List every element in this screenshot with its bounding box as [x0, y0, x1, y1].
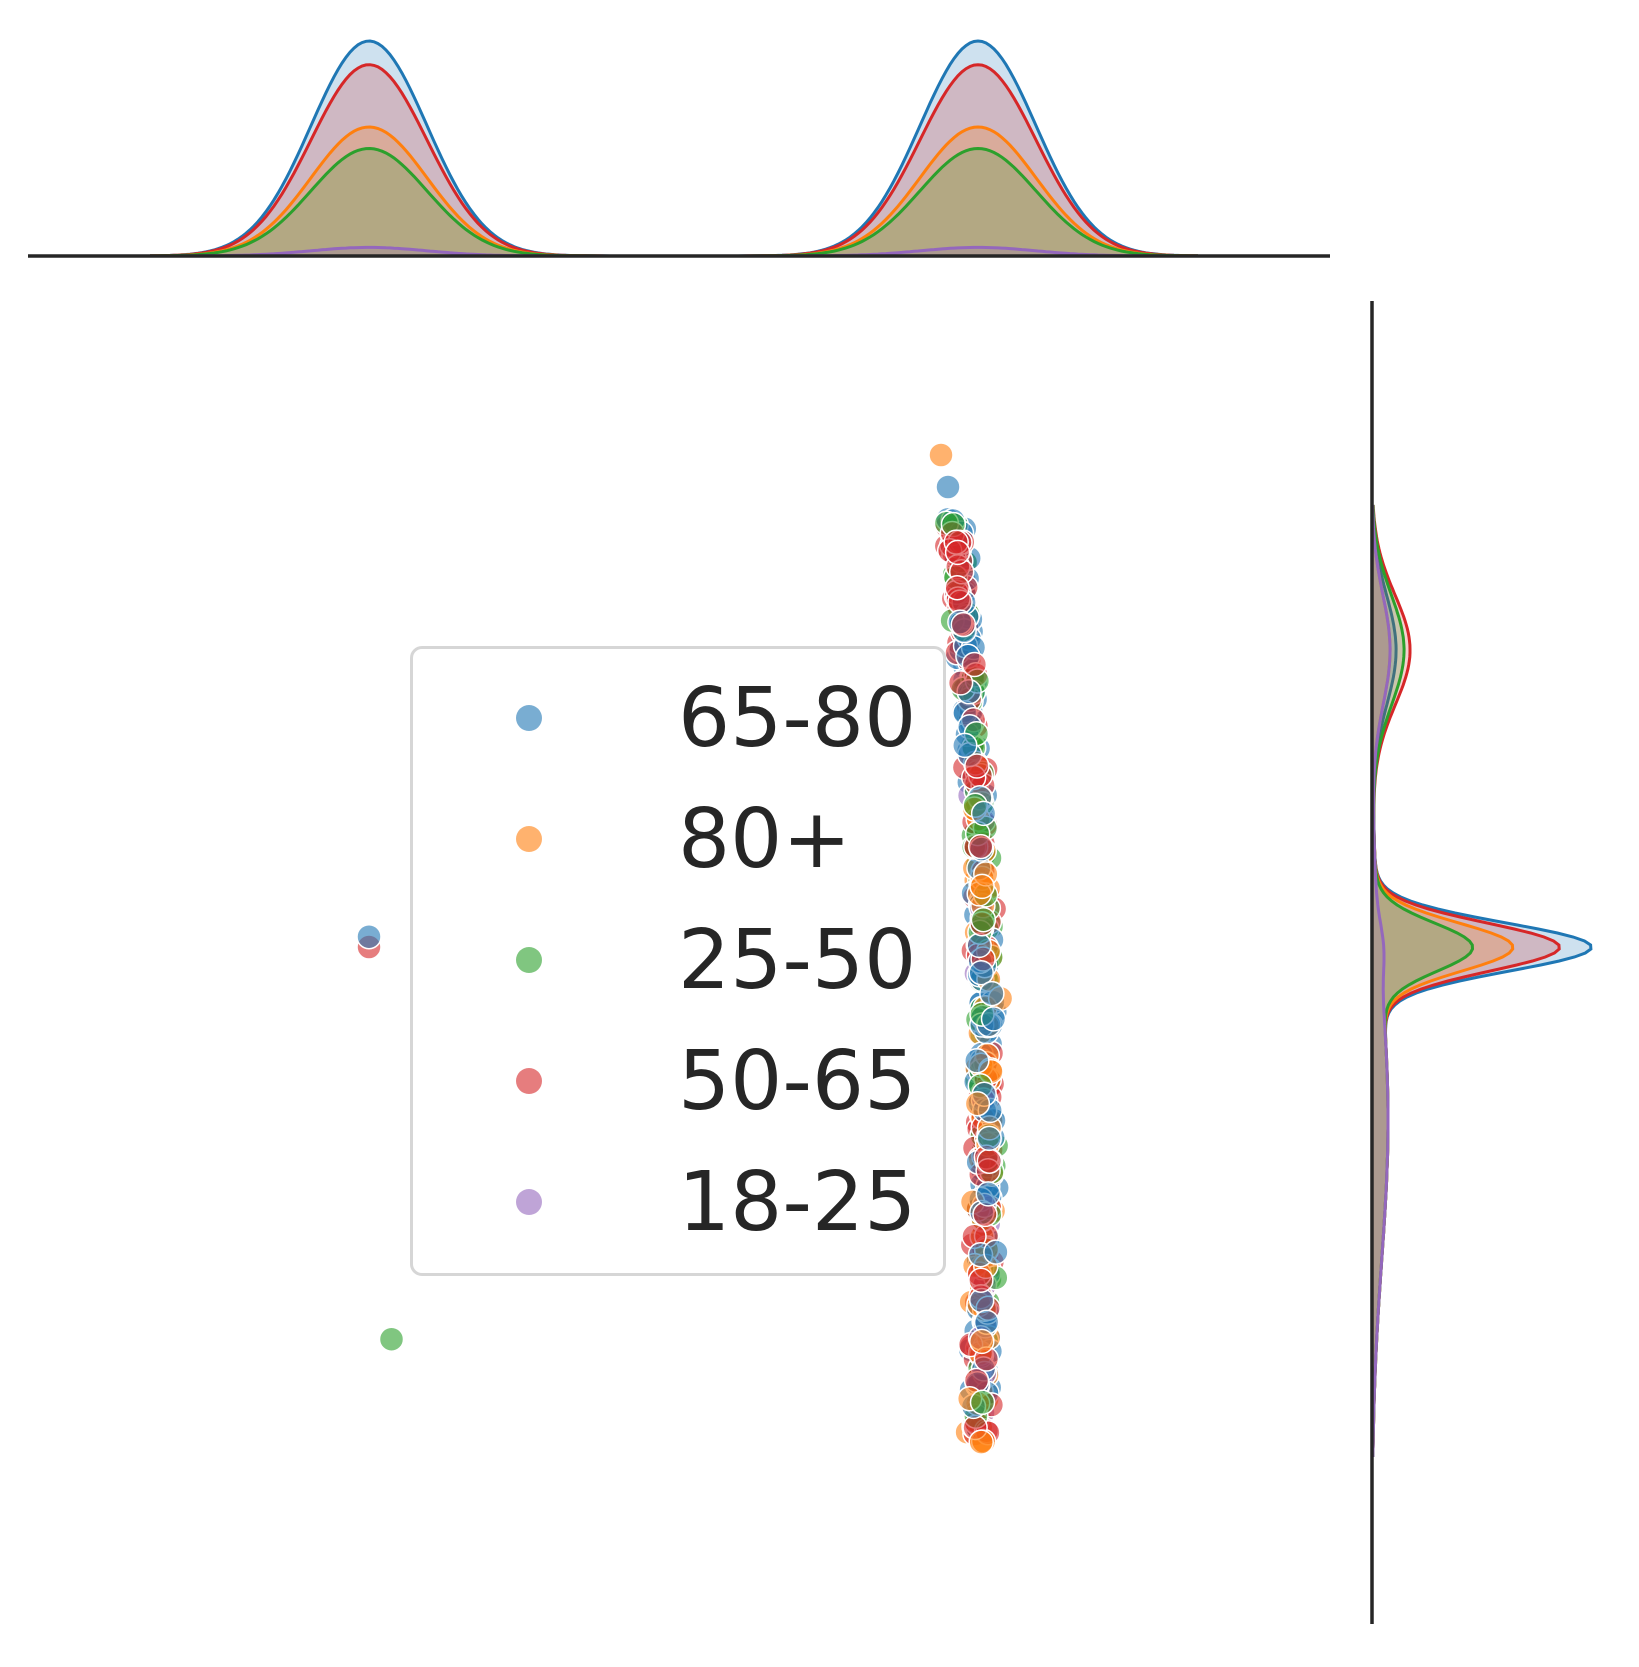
legend-marker: [516, 1189, 542, 1215]
point-25-50: [378, 1326, 405, 1352]
legend-marker: [516, 826, 542, 852]
legend-label: 50-65: [678, 1034, 917, 1129]
point-80+: [969, 1328, 995, 1355]
point-65-80: [356, 923, 382, 950]
point-65-80: [968, 959, 994, 986]
point-50-65: [944, 539, 971, 566]
right-marginal-kde: [1371, 504, 1593, 1457]
legend-item-50-65: 50-65: [413, 1032, 943, 1132]
point-80+: [928, 442, 954, 468]
legend-item-18-25: 18-25: [413, 1153, 943, 1253]
point-65-80: [964, 1048, 990, 1074]
scatter-points: [356, 442, 1014, 1455]
legend-item-80-plus: 80+: [413, 790, 943, 890]
point-80+: [968, 1429, 994, 1455]
right-kde-fill-50-65: [1372, 505, 1560, 1457]
legend-label: 25-50: [678, 913, 917, 1008]
point-65-80: [935, 474, 961, 500]
point-50-65: [944, 574, 970, 601]
point-65-80: [976, 1125, 1002, 1152]
point-80+: [964, 1090, 991, 1117]
point-65-80: [980, 1006, 1007, 1032]
legend-label: 18-25: [678, 1155, 917, 1250]
point-50-65: [968, 1267, 994, 1293]
legend-marker: [516, 1068, 542, 1094]
point-50-65: [967, 833, 994, 860]
right-kde-fill-25-50: [1372, 505, 1473, 1457]
point-50-65: [964, 753, 990, 779]
point-50-65: [950, 611, 977, 638]
right-kde-line-18-25: [1371, 504, 1392, 1457]
legend-marker: [516, 947, 542, 973]
point-65-80: [970, 800, 997, 827]
point-50-65: [961, 651, 988, 678]
point-65-80: [979, 980, 1005, 1007]
top-marginal-kde: [150, 39, 1199, 258]
legend-marker: [516, 705, 542, 731]
point-65-80: [966, 932, 992, 959]
point-25-50: [969, 1389, 996, 1416]
point-50-65: [947, 670, 974, 696]
point-25-50: [970, 906, 997, 933]
legend-label: 65-80: [678, 671, 917, 766]
legend: 65-80 80+ 25-50 50-65 18-25: [410, 646, 946, 1276]
point-50-65: [976, 1148, 1003, 1174]
point-65-80: [983, 1239, 1009, 1265]
legend-item-65-80: 65-80: [413, 669, 943, 769]
legend-label: 80+: [678, 792, 852, 887]
legend-item-25-50: 25-50: [413, 911, 943, 1011]
point-65-80: [952, 732, 978, 759]
point-65-80: [975, 1181, 1002, 1207]
right-kde-fill-80+: [1372, 505, 1513, 1457]
point-80+: [969, 873, 995, 900]
